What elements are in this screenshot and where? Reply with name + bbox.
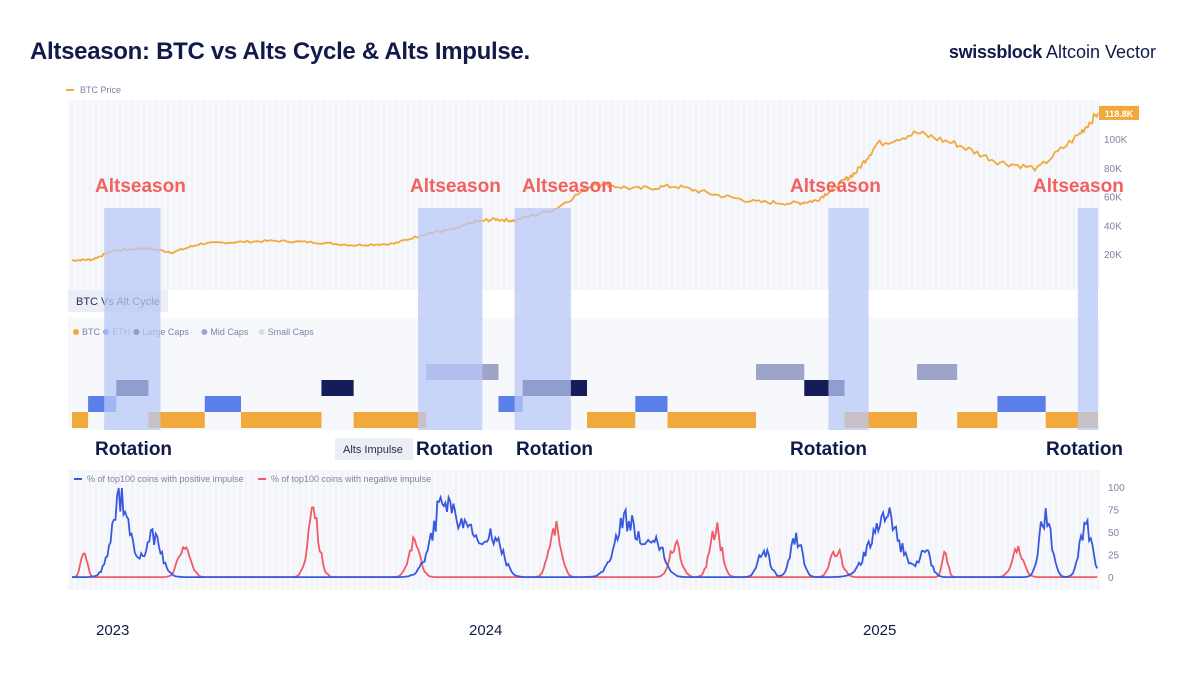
cycle-segment [321,380,354,396]
impulse-y-tick: 50 [1108,528,1120,539]
price-legend-label: BTC Price [80,85,121,95]
rotation-label: Rotation [790,439,867,460]
cycle-legend-swatch [258,329,265,335]
price-y-tick: 80K [1104,164,1122,175]
cycle-segment [240,412,322,428]
cycle-segment [957,412,998,428]
impulse-panel-bg [68,470,1100,590]
cycle-segment [667,412,756,428]
cycle-legend-label: BTC [82,327,101,337]
altseason-label: Altseason [95,176,186,197]
rotation-label: Rotation [1046,439,1123,460]
impulse-y-tick: 25 [1108,551,1120,562]
cycle-segment [635,396,668,412]
altseason-label: Altseason [410,176,501,197]
cycle-segment [72,412,89,428]
cycle-legend-label: Large Caps [142,327,189,337]
cycle-legend-swatch [73,329,79,335]
cycle-segment [148,412,205,428]
altseason-label: Altseason [1033,176,1124,197]
cycle-segment [756,364,805,380]
price-y-tick: 60K [1104,193,1122,204]
brand-logo: swissblock Altcoin Vector [949,42,1156,63]
cycle-segment [204,396,241,412]
last-price-badge [1099,105,1139,120]
rotation-label: Rotation [416,439,493,460]
cycle-segment [353,412,427,428]
impulse-y-tick: 75 [1108,506,1120,517]
price-y-tick: 20K [1104,250,1122,261]
altseason-label: Altseason [522,176,613,197]
altseason-highlight-band [514,208,571,430]
rotation-label: Rotation [95,439,172,460]
impulse-legend: % of top100 coins with positive impulse%… [74,474,431,484]
brand-name: swissblock [948,42,1042,62]
cycle-legend-label: Small Caps [268,327,315,337]
brand-product: Altcoin Vector [1045,42,1156,62]
cycle-legend-label: Mid Caps [210,327,249,337]
positive-impulse-line [72,487,1099,578]
price-y-tick: 40K [1104,221,1122,232]
positive-legend-label: % of top100 coins with positive impulse [87,474,244,484]
last-price-label: 118.8K [1105,109,1134,119]
altseason-label: Altseason [790,176,881,197]
vertical-grid [71,100,1099,590]
year-label-2025: 2025 [863,622,897,639]
year-label-2023: 2023 [96,622,130,639]
page-title: Altseason: BTC vs Alts Cycle & Alts Impu… [30,38,530,65]
altseason-highlight-band [104,208,161,430]
price-legend: BTC Price [66,85,121,95]
impulse-y-tick: 100 [1108,483,1125,494]
impulse-panel-title: Alts Impulse [343,444,403,456]
impulse-title-bg [335,438,413,460]
altseason-highlight-band [828,208,869,430]
cycle-segment [587,412,636,428]
altseason-highlights [104,208,1098,430]
altseason-highlight-band [1077,208,1098,430]
cycle-segment [997,396,1046,412]
negative-legend-label: % of top100 coins with negative impulse [271,474,431,484]
impulse-y-tick: 0 [1108,573,1114,584]
year-label-2024: 2024 [469,622,503,639]
cycle-legend-swatch [201,329,208,335]
altseason-highlight-band [418,208,483,430]
price-y-tick: 100K [1104,135,1128,146]
cycle-segment [916,364,958,380]
rotation-label: Rotation [516,439,593,460]
